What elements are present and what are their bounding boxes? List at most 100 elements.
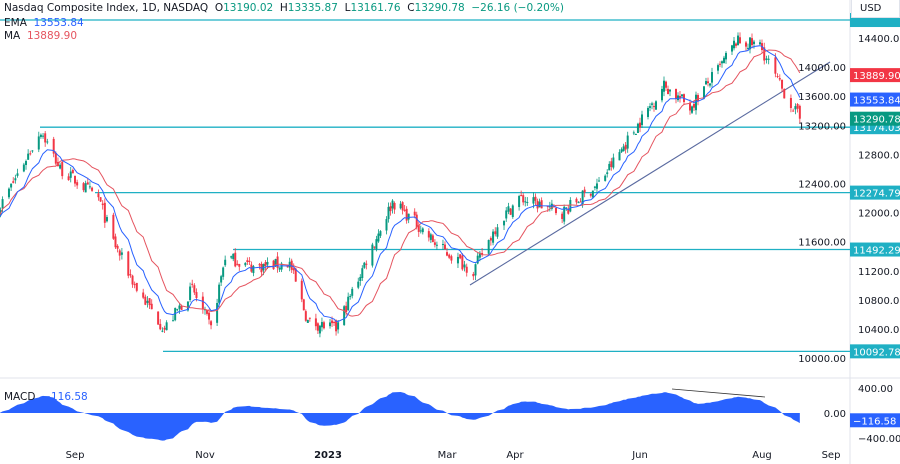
candle-body xyxy=(561,213,564,219)
candle-body xyxy=(794,106,797,110)
candle-body xyxy=(244,262,247,266)
candle-body xyxy=(52,138,55,154)
candle-body xyxy=(774,57,777,74)
level-price-badge: 11492.29 xyxy=(853,246,900,257)
candle-body xyxy=(679,95,681,99)
candle-body xyxy=(417,225,420,232)
candle-body xyxy=(1,199,4,209)
candle-body xyxy=(333,322,336,324)
candle-body xyxy=(335,320,338,332)
price-tick-label: 11600.00 xyxy=(798,238,846,249)
price-tick-label: 14400.00 xyxy=(858,34,900,45)
candle-body xyxy=(747,47,749,49)
candle-body xyxy=(174,308,177,321)
candle-body xyxy=(751,38,753,46)
candle-body xyxy=(316,323,319,331)
candle-body xyxy=(246,260,249,263)
candle-body xyxy=(234,252,237,267)
candle-body xyxy=(610,161,613,167)
currency-label[interactable]: USD xyxy=(851,0,900,18)
candle-body xyxy=(337,322,340,330)
macd-tick-label: 400.00 xyxy=(858,384,893,395)
candle-body xyxy=(663,80,665,92)
candle-body xyxy=(274,259,277,267)
candle-body xyxy=(667,88,669,94)
candle-body xyxy=(88,186,91,188)
level-price-badge-bg xyxy=(850,242,900,257)
candle-body xyxy=(737,35,739,46)
candle-body xyxy=(505,210,508,219)
candle-body xyxy=(67,176,70,181)
low-value: 13161.76 xyxy=(350,2,401,14)
candle-body xyxy=(91,187,94,191)
candle-body xyxy=(363,262,366,268)
candle-body xyxy=(163,327,166,330)
ema-legend[interactable]: EMA 13553.84 xyxy=(4,17,84,29)
candle-body xyxy=(371,244,374,266)
candle-body xyxy=(393,202,396,210)
candle-body xyxy=(302,299,305,311)
candle-body xyxy=(735,43,737,46)
candle-body xyxy=(230,256,233,258)
candle-body xyxy=(144,296,147,305)
candle-body xyxy=(604,175,607,181)
candle-body xyxy=(589,193,592,196)
ma-value: 13889.90 xyxy=(26,30,78,42)
candle-body xyxy=(131,275,134,285)
candle-body xyxy=(465,266,468,273)
candle-body xyxy=(581,190,584,205)
candle-body xyxy=(693,103,695,108)
candle-body xyxy=(16,173,19,176)
candle-body xyxy=(494,231,497,235)
candle-body xyxy=(146,300,149,303)
candle-body xyxy=(705,81,707,85)
candle-body xyxy=(264,262,267,266)
candle-body xyxy=(622,146,625,152)
candle-body xyxy=(461,255,464,270)
candle-body xyxy=(248,260,251,262)
candle-body xyxy=(463,264,466,268)
candle-body xyxy=(44,133,47,143)
candles xyxy=(0,32,801,338)
ma-legend[interactable]: MA 13889.90 xyxy=(4,30,78,42)
candle-body xyxy=(598,180,601,182)
candle-body xyxy=(532,197,535,204)
candle-body xyxy=(781,79,784,89)
macd-value: −116.58 xyxy=(42,391,88,403)
candle-body xyxy=(441,244,444,246)
candle-body xyxy=(767,58,770,60)
candle-body xyxy=(697,95,699,102)
price-tick-label: 10000.00 xyxy=(798,354,846,365)
candle-body xyxy=(481,253,484,255)
macd-tick-label: −400.00 xyxy=(858,434,900,445)
candle-body xyxy=(112,214,115,239)
candle-body xyxy=(653,106,655,108)
candle-body xyxy=(127,251,130,276)
candle-body xyxy=(266,261,269,265)
candle-body xyxy=(550,203,553,209)
candle-body xyxy=(433,242,436,245)
candle-body xyxy=(210,321,213,326)
candle-body xyxy=(536,200,539,209)
candle-body xyxy=(661,89,663,101)
candle-body xyxy=(446,252,448,256)
candle-body xyxy=(12,181,15,183)
candle-body xyxy=(99,197,102,202)
candle-body xyxy=(191,283,194,285)
candle-body xyxy=(276,256,279,268)
candle-body xyxy=(195,292,198,298)
price-tick-label: 12800.00 xyxy=(858,150,900,161)
candle-body xyxy=(496,227,499,237)
candle-body xyxy=(157,311,160,325)
macd-legend[interactable]: MACD −116.58 xyxy=(4,391,88,403)
candle-body xyxy=(429,234,432,240)
candle-body xyxy=(520,194,523,196)
symbol-legend: Nasdaq Composite Index, 1D, NASDAQ O1319… xyxy=(4,2,564,14)
candle-body xyxy=(503,220,506,226)
candle-body xyxy=(778,78,781,80)
time-tick-label: Mar xyxy=(438,450,458,461)
candle-body xyxy=(165,322,168,331)
price-tick-label: 11200.00 xyxy=(858,267,900,278)
